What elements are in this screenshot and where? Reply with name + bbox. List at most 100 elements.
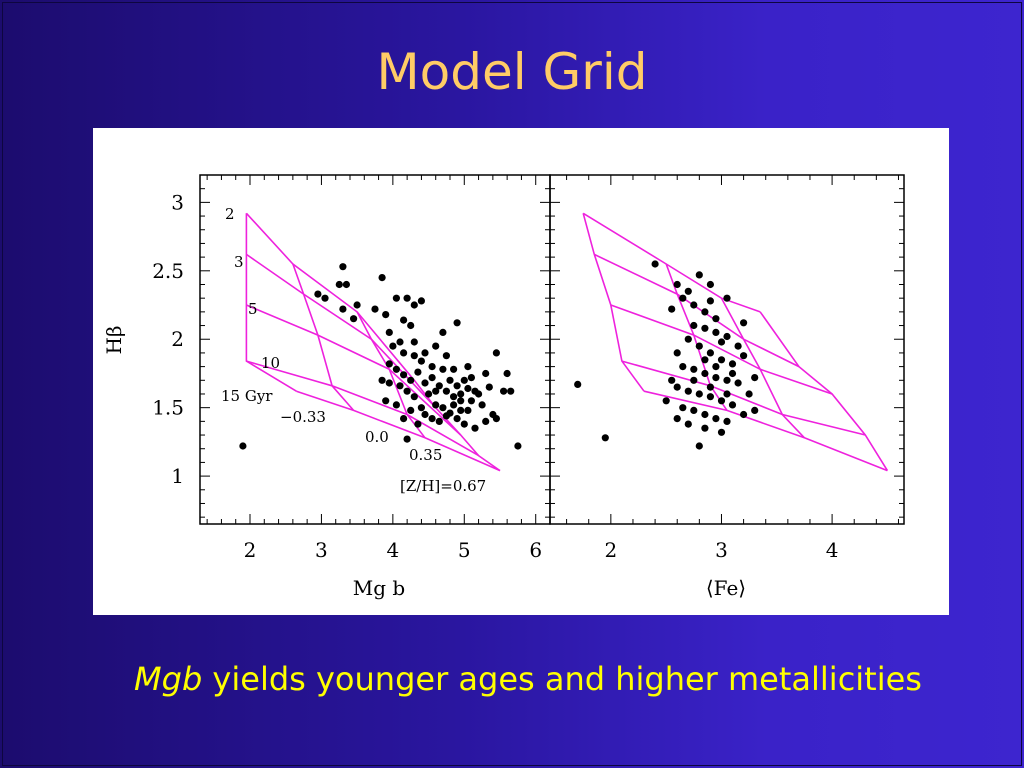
panel1-data-point <box>453 319 461 327</box>
panel2-data-point <box>706 280 715 289</box>
panel1-data-point <box>485 383 493 391</box>
panel1-age-line <box>246 360 479 457</box>
panel1-y-tick-label: 2 <box>171 327 184 351</box>
panel2-x-tick-label: 3 <box>715 538 728 562</box>
panel1-data-point <box>464 384 472 393</box>
panel1-data-point <box>421 379 429 387</box>
panel2-data-point <box>673 415 681 423</box>
panel1-data-point <box>514 442 522 450</box>
panel1-data-point <box>417 404 425 412</box>
age-label-3: 3 <box>234 253 244 271</box>
panel1-metallicity-line <box>413 379 501 472</box>
panel1-x-tick-label: 2 <box>244 538 257 562</box>
panel1-data-point <box>385 360 393 368</box>
panel1-age-line <box>245 212 415 381</box>
panel1-data-point <box>339 263 347 271</box>
panel1-data-point <box>342 280 350 289</box>
panel1-data-point <box>492 415 500 423</box>
panel1-data-point <box>403 294 411 302</box>
panel1-data-point <box>442 387 450 395</box>
panel2-data-point <box>679 404 687 412</box>
metallicity-label-minus033: −0.33 <box>280 408 326 426</box>
panel1-data-point <box>403 387 411 395</box>
panel1-data-point <box>389 342 397 350</box>
panel1-data-point <box>453 415 461 423</box>
panel2-data-point <box>740 352 748 360</box>
panel1-metallicity-line <box>292 263 355 411</box>
panel2-data-point <box>690 365 698 373</box>
panel1-data-point <box>453 382 461 390</box>
panel1-x-tick-label: 5 <box>458 538 471 562</box>
panel2-data-point <box>684 287 692 295</box>
panel2-x-tick-label: 2 <box>604 538 617 562</box>
panel2-data-point <box>601 434 609 442</box>
panel1-data-point <box>339 305 347 313</box>
panel2-data-point <box>723 294 731 302</box>
panel1-data-point <box>414 368 422 376</box>
panel2-data-point <box>734 342 742 350</box>
panel1-data-point <box>335 280 343 289</box>
panel2-data-point <box>717 338 726 346</box>
panel1-data-point <box>460 420 468 428</box>
panel1-data-point <box>507 387 515 395</box>
panel1-data-point <box>414 420 422 428</box>
panel1-x-axis-label: Mg b <box>353 576 405 600</box>
panel1-data-point <box>428 415 436 423</box>
panel1-data-point <box>500 387 508 395</box>
panel2-metallicity-line <box>720 297 805 439</box>
panel2-data-point <box>574 380 582 388</box>
panel2-data-point <box>701 424 709 432</box>
panel1-data-point <box>503 369 511 378</box>
caption-emphasis: Mgb <box>134 660 203 698</box>
panel2-data-point <box>673 280 681 289</box>
panel1-data-point <box>385 379 393 387</box>
panel2-data-point <box>651 260 659 268</box>
panel1-x-tick-label: 3 <box>315 538 328 562</box>
panel2-data-point <box>679 294 687 302</box>
panel2-data-point <box>734 379 742 387</box>
panel2-data-point <box>668 305 676 313</box>
panel1-data-point <box>392 294 400 302</box>
panel1-data-point <box>467 374 475 382</box>
panel1-data-point <box>321 294 329 302</box>
panel2-data-point <box>690 406 698 414</box>
panel1-y-tick-label: 1.5 <box>152 396 184 420</box>
panel2-data-point <box>712 374 720 382</box>
panel2-data-point <box>706 383 715 391</box>
panel2-age-line <box>593 253 800 368</box>
panel1-data-point <box>439 328 447 336</box>
panel1-data-point <box>410 301 418 309</box>
panel2-data-point <box>740 319 748 327</box>
panel2-metallicity-line <box>665 263 728 411</box>
panel1-data-point <box>400 316 408 324</box>
metallicity-label-000: 0.0 <box>365 428 389 446</box>
panel2-data-point <box>706 297 715 305</box>
panel1-data-point <box>450 365 458 373</box>
panel1-data-point <box>442 352 450 360</box>
panel2-data-point <box>673 349 681 357</box>
panel2-data-point <box>679 363 687 371</box>
age-label-10: 10 <box>261 354 280 372</box>
panel2-data-point <box>701 369 709 378</box>
panel1-data-point <box>421 410 429 419</box>
panel2-data-point <box>728 360 737 368</box>
panel1-data-point <box>382 397 390 405</box>
panel2-data-point <box>717 356 726 364</box>
panel1-data-point <box>435 417 443 425</box>
panel1-age-line <box>245 253 437 409</box>
panel1-data-point <box>442 412 450 420</box>
panel1-data-point <box>385 328 393 336</box>
panel2-data-point <box>695 342 703 350</box>
panel2-data-point <box>745 390 753 398</box>
panel1-metallicity-line <box>356 311 426 439</box>
panel1-data-point <box>457 406 465 414</box>
model-grid-chart: 2 3 4 5 611.522.532 3 4 2 3 5 10 15 Gyr −0.33 … <box>102 174 905 600</box>
slide-caption: Mgb yields younger ages and higher metal… <box>0 656 1024 702</box>
panel2-data-point <box>717 397 726 405</box>
panel1-data-point <box>410 393 418 401</box>
panel2-data-point <box>712 328 720 336</box>
metallicity-label-035: 0.35 <box>409 446 442 464</box>
metallicity-label-067: [Z/H]=0.67 <box>400 477 486 495</box>
panel2-age-line <box>610 304 833 395</box>
panel1-data-point <box>457 390 465 398</box>
